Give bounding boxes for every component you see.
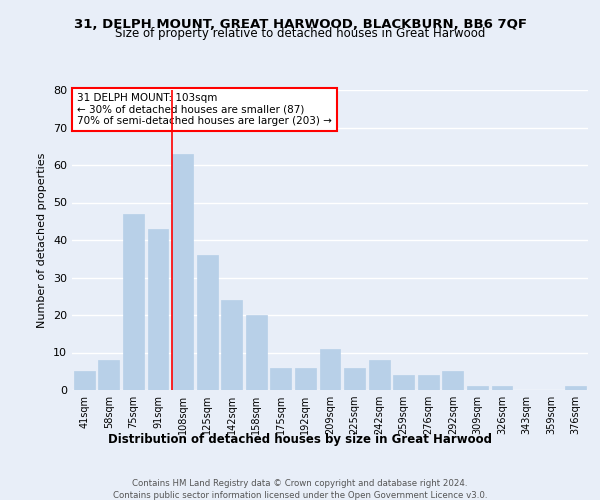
Text: Distribution of detached houses by size in Great Harwood: Distribution of detached houses by size … bbox=[108, 432, 492, 446]
Bar bbox=[246, 315, 267, 390]
Bar bbox=[123, 214, 144, 390]
Bar bbox=[74, 371, 95, 390]
Text: Contains public sector information licensed under the Open Government Licence v3: Contains public sector information licen… bbox=[113, 491, 487, 500]
Bar bbox=[271, 368, 292, 390]
Text: Size of property relative to detached houses in Great Harwood: Size of property relative to detached ho… bbox=[115, 28, 485, 40]
Bar bbox=[98, 360, 119, 390]
Bar bbox=[491, 386, 512, 390]
Bar bbox=[442, 371, 463, 390]
Bar bbox=[368, 360, 389, 390]
Bar bbox=[172, 154, 193, 390]
Y-axis label: Number of detached properties: Number of detached properties bbox=[37, 152, 47, 328]
Bar bbox=[393, 375, 414, 390]
Bar bbox=[418, 375, 439, 390]
Bar bbox=[565, 386, 586, 390]
Bar bbox=[344, 368, 365, 390]
Bar bbox=[467, 386, 488, 390]
Text: 31 DELPH MOUNT: 103sqm
← 30% of detached houses are smaller (87)
70% of semi-det: 31 DELPH MOUNT: 103sqm ← 30% of detached… bbox=[77, 93, 332, 126]
Text: Contains HM Land Registry data © Crown copyright and database right 2024.: Contains HM Land Registry data © Crown c… bbox=[132, 479, 468, 488]
Text: 31, DELPH MOUNT, GREAT HARWOOD, BLACKBURN, BB6 7QF: 31, DELPH MOUNT, GREAT HARWOOD, BLACKBUR… bbox=[74, 18, 527, 30]
Bar bbox=[197, 255, 218, 390]
Bar bbox=[320, 349, 340, 390]
Bar bbox=[295, 368, 316, 390]
Bar bbox=[148, 229, 169, 390]
Bar bbox=[221, 300, 242, 390]
